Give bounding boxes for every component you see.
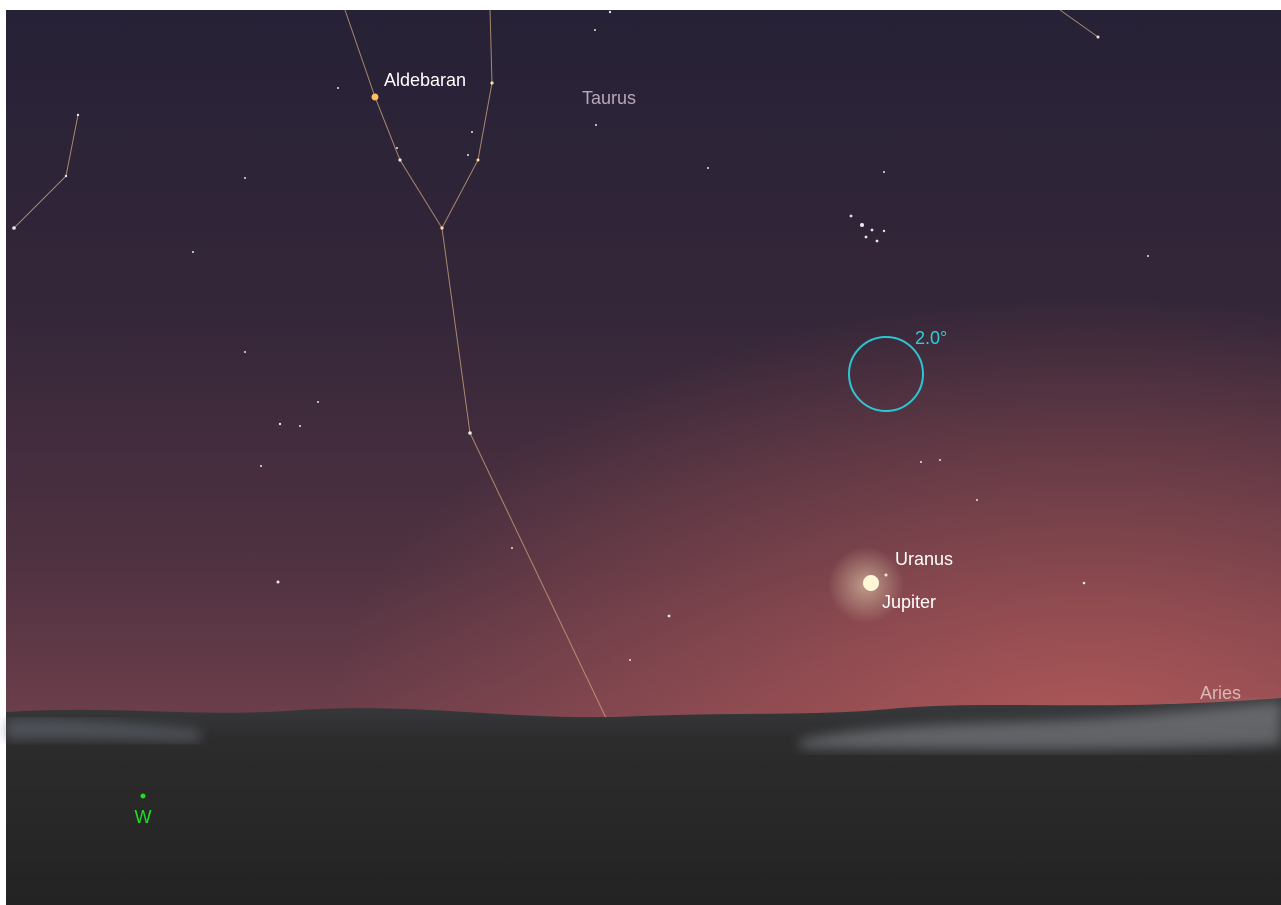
planet-label: Jupiter [882, 592, 936, 612]
fov-label: 2.0° [915, 328, 947, 348]
constellation-label: Aries [1200, 683, 1241, 703]
constellation-label: Taurus [582, 88, 636, 108]
star-label: Aldebaran [384, 70, 466, 90]
page: Aldebaran Taurus 2.0° Uranus Jupiter Ari… [0, 0, 1281, 905]
compass-dot [141, 794, 146, 799]
compass-label: W [135, 807, 152, 827]
jupiter [863, 575, 879, 591]
planet-label: Uranus [895, 549, 953, 569]
sky-view: Aldebaran Taurus 2.0° Uranus Jupiter Ari… [0, 0, 1281, 905]
dusk-glow [6, 10, 1281, 730]
